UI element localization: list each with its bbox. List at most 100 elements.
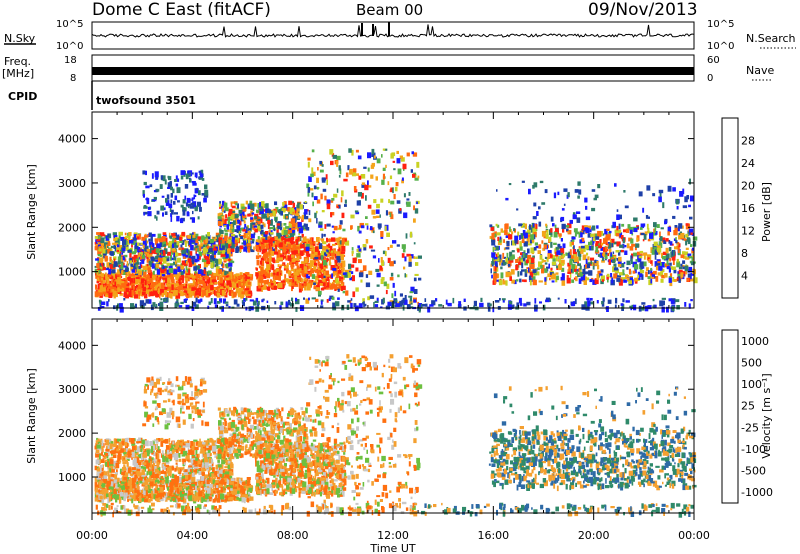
power-cell <box>577 251 581 256</box>
power-cell <box>244 223 247 228</box>
power-cell <box>557 297 560 300</box>
power-cell <box>148 277 153 284</box>
power-cell <box>691 247 695 251</box>
power-cell <box>159 237 163 243</box>
power-cell <box>389 212 392 217</box>
power-cell <box>336 241 341 246</box>
power-cell <box>364 184 369 191</box>
power-cell <box>126 244 129 249</box>
power-cell <box>340 263 343 268</box>
power-cell <box>214 244 219 248</box>
power-cell <box>378 223 381 230</box>
power-cell <box>685 223 689 226</box>
power-cell <box>98 270 101 274</box>
power-cell <box>173 286 178 291</box>
power-cell <box>578 232 581 238</box>
power-cell <box>288 238 292 244</box>
power-cell <box>214 236 217 239</box>
power-cell <box>176 178 180 182</box>
power-cell <box>560 263 565 266</box>
power-cell <box>520 225 523 228</box>
power-cell <box>651 249 656 255</box>
power-cell <box>147 267 151 273</box>
power-cell <box>527 229 531 233</box>
power-cell <box>505 197 509 201</box>
power-cell <box>680 263 683 267</box>
power-cell <box>175 252 179 257</box>
power-cell <box>561 273 565 278</box>
power-cell <box>135 257 139 261</box>
power-cell <box>308 218 312 223</box>
power-cell <box>321 255 323 261</box>
power-cell <box>117 244 120 248</box>
power-cell <box>168 204 172 207</box>
power-cell <box>473 300 477 307</box>
power-cell <box>174 255 176 259</box>
power-cell <box>222 263 225 268</box>
power-cell <box>201 258 207 263</box>
power-cell <box>306 227 310 231</box>
power-cell <box>195 233 199 239</box>
power-cell <box>647 276 651 279</box>
power-cell <box>505 224 507 230</box>
power-cell <box>99 246 102 251</box>
power-cell <box>392 240 397 244</box>
power-cell <box>671 256 676 261</box>
power-cell <box>295 259 299 266</box>
power-cell <box>684 196 688 203</box>
power-cell <box>492 246 495 252</box>
power-cell <box>650 267 653 271</box>
power-cell <box>380 236 384 239</box>
power-cell <box>152 270 155 275</box>
power-cell <box>583 279 587 285</box>
power-cell <box>585 258 588 265</box>
power-cell <box>382 250 386 255</box>
power-cell <box>272 274 275 280</box>
power-cell <box>370 249 376 252</box>
power-cell <box>438 304 443 307</box>
power-cell <box>349 276 353 281</box>
power-cell <box>94 242 97 245</box>
power-cell <box>618 252 621 256</box>
power-cell <box>231 240 234 246</box>
power-cell <box>117 269 120 274</box>
power-cell <box>123 298 126 301</box>
power-cell <box>669 262 672 266</box>
power-cell <box>115 280 120 285</box>
power-cell <box>140 242 143 246</box>
velocity-cell <box>209 498 212 502</box>
power-cell <box>202 281 205 285</box>
power-cell <box>95 287 98 290</box>
power-cell <box>517 271 520 277</box>
power-cell <box>332 302 336 309</box>
power-cell <box>172 188 175 194</box>
power-cell <box>394 304 397 308</box>
power-cell <box>313 185 317 190</box>
power-cell <box>191 306 195 311</box>
power-colorbar-tick: 8 <box>741 247 748 260</box>
power-cell <box>616 269 619 274</box>
power-cell <box>690 231 693 235</box>
power-cell <box>97 307 101 311</box>
power-cell <box>152 274 155 281</box>
power-cell <box>202 289 207 296</box>
power-cell <box>154 248 158 255</box>
power-cell <box>292 202 295 208</box>
power-cell <box>293 269 296 272</box>
power-cell <box>316 243 319 246</box>
power-cell <box>257 216 262 219</box>
power-cell <box>503 256 506 259</box>
power-cell <box>586 225 591 230</box>
power-cell <box>573 268 577 272</box>
nsearch-tick-bottom: 10^0 <box>707 41 734 52</box>
power-cell <box>508 183 512 186</box>
power-cell <box>538 206 541 210</box>
power-cell <box>591 189 596 192</box>
power-cell <box>604 254 608 259</box>
power-cell <box>146 258 151 263</box>
power-cell <box>511 254 515 260</box>
power-cell <box>260 280 263 287</box>
power-cell <box>347 165 350 171</box>
power-cell <box>390 214 394 220</box>
power-cell <box>334 239 338 242</box>
